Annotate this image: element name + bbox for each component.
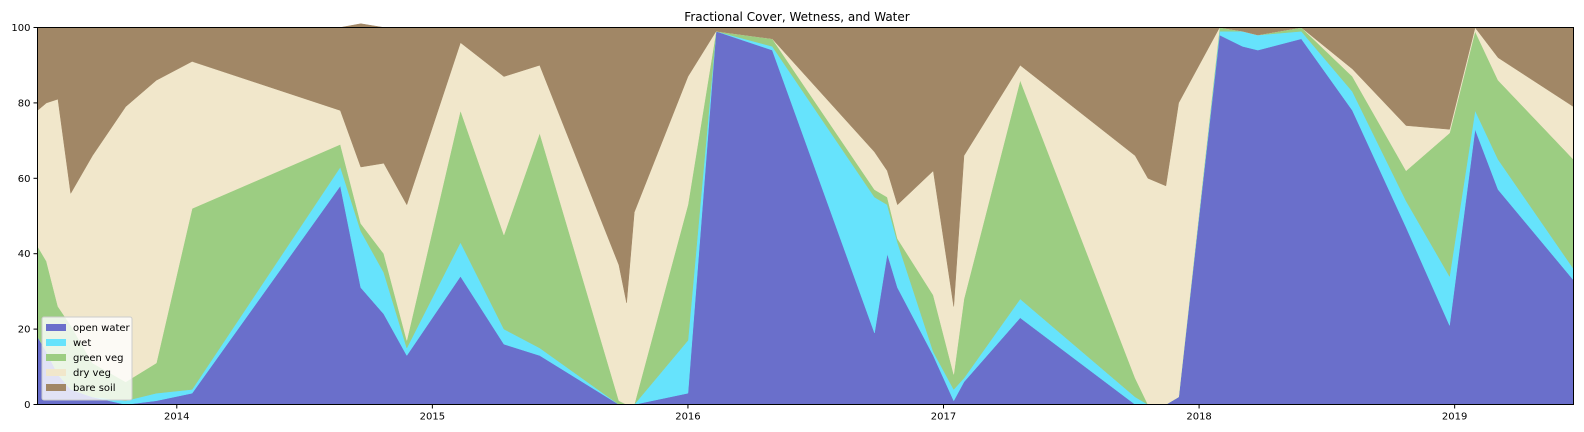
y-tick-label: 60: [18, 174, 31, 185]
legend-label-dry-veg: dry veg: [73, 368, 111, 379]
axes-frame: [37, 27, 1574, 405]
legend-swatch-dry-veg: [46, 369, 66, 376]
x-tick-label: 2018: [1186, 412, 1211, 423]
legend: open water wet green veg dry veg bare soil: [41, 316, 133, 401]
legend-label-open-water: open water: [73, 323, 131, 334]
y-tick-label: 40: [18, 249, 31, 260]
legend-swatch-wet: [46, 339, 66, 346]
y-axis: 0 20 40 60 80 100: [11, 23, 38, 411]
series-areas: [37, 23, 1574, 405]
legend-label-green-veg: green veg: [73, 353, 123, 364]
y-tick-label: 80: [18, 98, 31, 109]
legend-label-bare-soil: bare soil: [73, 383, 116, 394]
legend-swatch-green-veg: [46, 354, 66, 361]
y-tick-label: 20: [18, 325, 31, 336]
y-tick-label: 100: [11, 23, 30, 34]
legend-swatch-bare-soil: [46, 384, 66, 391]
x-tick-label: 2019: [1442, 412, 1467, 423]
chart-title: Fractional Cover, Wetness, and Water: [684, 10, 909, 24]
x-tick-label: 2015: [420, 412, 445, 423]
legend-label-wet: wet: [73, 338, 91, 349]
legend-box: [41, 316, 133, 401]
x-tick-label: 2016: [675, 412, 700, 423]
x-tick-label: 2014: [164, 412, 189, 423]
x-tick-label: 2017: [931, 412, 956, 423]
legend-swatch-open-water: [46, 324, 66, 331]
y-tick-label: 0: [24, 400, 30, 411]
x-axis: 2014 2015 2016 2017 2018 2019: [164, 404, 1467, 423]
